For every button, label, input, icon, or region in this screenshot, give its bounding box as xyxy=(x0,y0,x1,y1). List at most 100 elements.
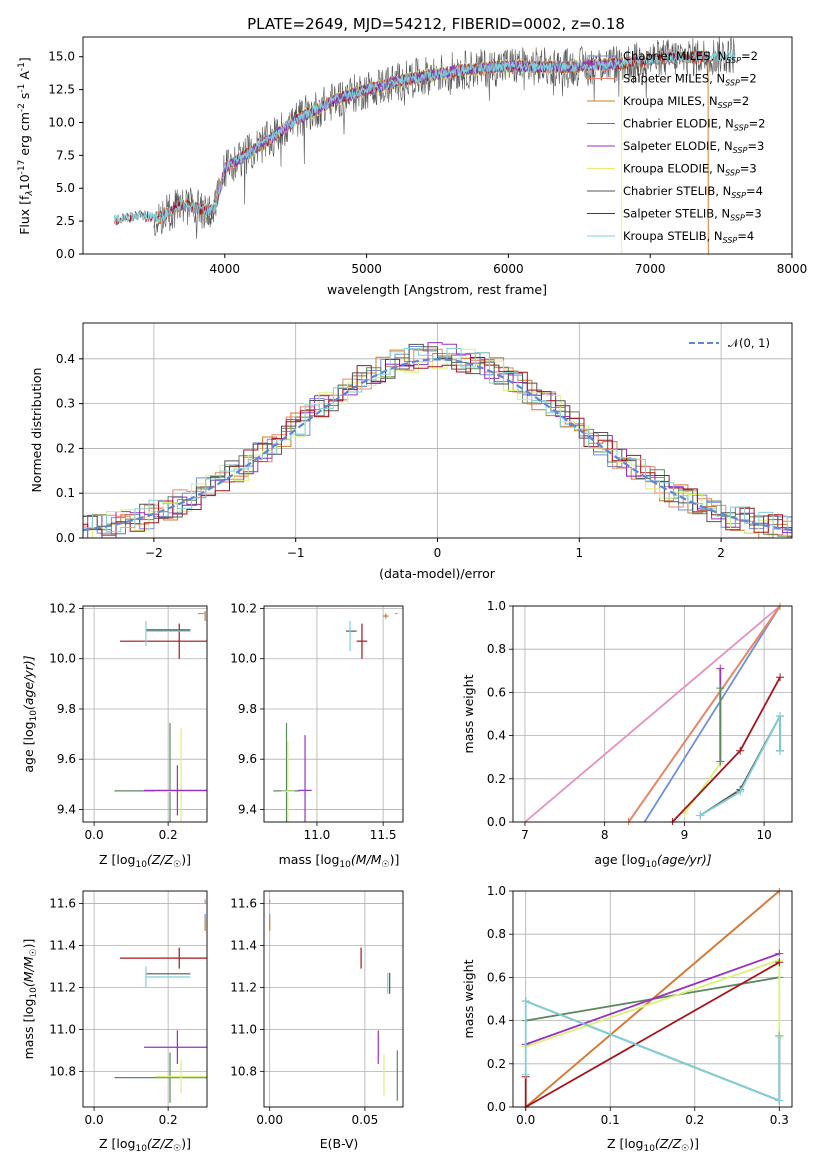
y-tick-label: 10.2 xyxy=(230,602,257,616)
errorbar-point-kroupa_elodie xyxy=(281,741,295,822)
y-tick-label: 11.0 xyxy=(230,1022,257,1036)
x-tick-label: 11.5 xyxy=(370,828,397,842)
y-tick-label: 1.0 xyxy=(487,884,506,898)
x-tick-label: 8 xyxy=(601,828,609,842)
spectrum-ylabel: Flux [fλ10-17 erg cm-2 s-1 A-1] xyxy=(17,57,35,235)
x-tick-label: 10 xyxy=(756,828,771,842)
y-tick-label: 9.6 xyxy=(57,752,76,766)
x-tick-label: 0 xyxy=(434,546,442,560)
x-tick-label: 0.3 xyxy=(770,1113,789,1127)
spectrum-xlabel: wavelength [Angstrom, rest frame] xyxy=(327,282,547,297)
legend-label-chabrier_stelib: Chabrier STELIB, NSSP=4 xyxy=(623,184,763,200)
massweight-marker-kroupa_stelib xyxy=(521,997,530,1006)
legend-label-kroupa_stelib: Kroupa STELIB, NSSP=4 xyxy=(623,229,754,245)
y-tick-label: 0.2 xyxy=(487,1057,506,1071)
axes-frame xyxy=(263,890,404,1108)
mwZ-ylabel: mass weight xyxy=(461,959,476,1038)
x-tick-label: 0.2 xyxy=(685,1113,704,1127)
spectrum-axes-frame xyxy=(82,36,793,255)
y-tick-label: 0.2 xyxy=(56,441,75,455)
errorbar-point-chabrier_elodie xyxy=(114,1052,207,1103)
y-tick-label: 10.0 xyxy=(49,652,76,666)
ageZ-xlabel: Z [log10(Z/Z☉)] xyxy=(99,852,191,870)
massweight-line-kroupa_stelib xyxy=(699,715,781,817)
y-tick-label: 2.5 xyxy=(56,214,75,228)
y-tick-label: 11.6 xyxy=(230,897,257,911)
y-tick-label: 0.0 xyxy=(56,531,75,545)
errorbar-point-salpeter_elodie xyxy=(144,1030,207,1065)
mwAge-xlabel: age [log10(age/yr)] xyxy=(594,852,711,870)
y-tick-label: 9.4 xyxy=(238,802,257,816)
massweight-marker-kroupa_stelib xyxy=(736,787,745,796)
y-tick-label: 0.6 xyxy=(487,685,506,699)
massweight-marker-kroupa_stelib xyxy=(696,811,705,820)
y-tick-label: 7.5 xyxy=(56,148,75,162)
spectrum-panel: PLATE=2649, MJD=54212, FIBERID=0002, z=0… xyxy=(17,15,807,297)
x-tick-label: −1 xyxy=(287,546,305,560)
legend-label-salpeter_miles: Salpeter MILES, NSSP=2 xyxy=(623,72,757,88)
massZ-ylabel: mass [log10(M/M☉)] xyxy=(21,939,39,1060)
y-tick-label: 11.4 xyxy=(230,939,257,953)
histogram-series-salpeter_miles xyxy=(83,348,792,536)
mwAge-ylabel: mass weight xyxy=(461,674,476,753)
x-tick-label: 0.00 xyxy=(256,1113,283,1127)
errorbar-point-salpeter_stelib xyxy=(120,947,207,969)
x-tick-label: 7 xyxy=(521,828,529,842)
massweight-marker-salpeter_elodie xyxy=(716,664,725,673)
massE-xlabel: E(B-V) xyxy=(320,1136,359,1151)
x-tick-label: 11.0 xyxy=(304,828,331,842)
mass-vs-metallicity-panel: 0.0 0.2 10.8 11.0 11.2 11.4 11.6 xyxy=(49,890,208,1127)
spectrum-title: PLATE=2649, MJD=54212, FIBERID=0002, z=0… xyxy=(247,15,625,33)
massZ-xlabel: Z [log10(Z/Z☉)] xyxy=(99,1136,191,1154)
massweight-line-kroupa_elodie xyxy=(525,958,781,1048)
mwZ-xlabel: Z [log10(Z/Z☉)] xyxy=(607,1136,699,1154)
x-tick-label: 4000 xyxy=(210,262,241,276)
axes-frame xyxy=(82,605,208,823)
x-tick-label: 0.0 xyxy=(85,828,104,842)
y-tick-label: 9.4 xyxy=(57,802,76,816)
histogram-series-chabrier_stelib xyxy=(83,343,792,529)
histogram-ylabel: Normed distribution xyxy=(29,368,44,493)
y-tick-label: 9.8 xyxy=(57,702,76,716)
y-tick-label: 10.8 xyxy=(49,1064,76,1078)
axes-frame xyxy=(82,890,208,1108)
y-tick-label: 0.0 xyxy=(56,247,75,261)
legend-label-chabrier_miles: Chabrier MILES, NSSP=2 xyxy=(623,49,758,65)
massweight-marker-salpeter_stelib xyxy=(775,958,784,967)
massweight-line-chabrier_stelib xyxy=(699,715,781,817)
x-tick-label: 7000 xyxy=(635,262,666,276)
y-tick-label: 10.0 xyxy=(48,115,75,129)
errorbar-point-salpeter_stelib xyxy=(120,623,207,659)
x-tick-label: 2 xyxy=(717,546,725,560)
errorbar-point-kroupa_miles xyxy=(383,613,389,619)
massweight-vs-age-panel: 7 8 9 10 0.0 0.2 0.4 0.6 0.8 1.0 xyxy=(487,599,793,842)
histogram-series-kroupa_stelib xyxy=(83,347,792,533)
massweight-marker-chabrier_elodie xyxy=(716,684,725,693)
histogram-xlabel: (data-model)/error xyxy=(379,566,496,581)
y-tick-label: 5.0 xyxy=(56,181,75,195)
legend-label-kroupa_miles: Kroupa MILES, NSSP=2 xyxy=(623,94,749,110)
legend-label-chabrier_elodie: Chabrier ELODIE, NSSP=2 xyxy=(623,117,765,133)
age-vs-metallicity-panel: 0.0 0.2 9.4 9.6 9.8 10.0 10.2 xyxy=(49,602,208,842)
residual-histogram-panel: −2 −1 0 1 2 0.0 0.1 0.2 0.3 0.4 (data-model)/erro… xyxy=(29,322,793,581)
y-tick-label: 0.8 xyxy=(487,642,506,656)
x-tick-label: 6000 xyxy=(493,262,524,276)
y-tick-label: 0.4 xyxy=(487,729,506,743)
y-tick-label: 15.0 xyxy=(48,50,75,64)
x-tick-label: 0.0 xyxy=(516,1113,535,1127)
x-tick-label: 9 xyxy=(681,828,689,842)
x-tick-label: −2 xyxy=(145,546,163,560)
axes-frame xyxy=(263,605,404,823)
x-tick-label: 0.2 xyxy=(159,828,178,842)
massweight-marker-kroupa_stelib xyxy=(521,1070,530,1079)
y-tick-label: 10.2 xyxy=(49,602,76,616)
y-tick-label: 11.0 xyxy=(49,1022,76,1036)
legend-label-salpeter_stelib: Salpeter STELIB, NSSP=3 xyxy=(623,207,762,223)
spectrum-legend: Chabrier MILES, NSSP=2 Salpeter MILES, NS… xyxy=(587,49,765,245)
y-tick-label: 11.2 xyxy=(230,980,257,994)
legend-label-kroupa_elodie: Kroupa ELODIE, NSSP=3 xyxy=(623,162,757,178)
axes-frame xyxy=(512,890,793,1108)
y-tick-label: 0.6 xyxy=(487,970,506,984)
y-tick-label: 1.0 xyxy=(487,599,506,613)
